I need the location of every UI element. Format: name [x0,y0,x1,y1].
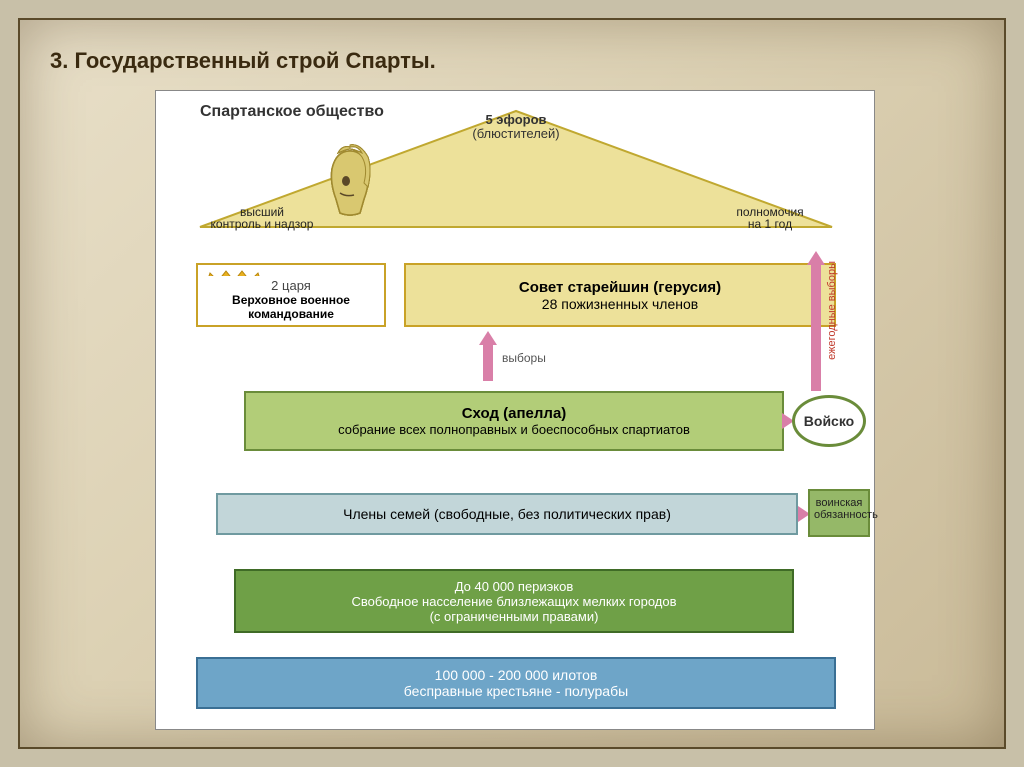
families-text: Члены семей (свободные, без политических… [224,506,790,522]
tier-kings: 2 царя Верховное военное командование [196,263,386,327]
tier-families: Члены семей (свободные, без политических… [216,493,798,535]
slide-title: 3. Государственный строй Спарты. [50,48,436,74]
annual-elections-head [807,251,825,265]
roof-right-caption: полномочия на 1 год [710,206,830,231]
gerousia-subtitle: 28 пожизненных членов [412,296,828,312]
helots-line1: 100 000 - 200 000 илотов [204,667,828,683]
annual-elections-label: ежегодные выборы [826,261,838,360]
ephor-helmet-icon [562,147,630,225]
kings-count: 2 царя [204,278,378,293]
tier-gerousia: Совет старейшин (герусия) 28 пожизненных… [404,263,836,327]
crown-icon [204,269,264,276]
elections-arrow-stem [483,343,493,381]
elections-label: выборы [502,351,546,365]
gerousia-title: Совет старейшин (герусия) [412,279,828,296]
kings-line2: командование [204,307,378,321]
perioeci-line1: До 40 000 периэков [242,579,786,594]
elections-arrow-head [479,331,497,345]
ephors-label: 5 эфоров (блюстителей) [196,113,836,142]
perioeci-line3: (с ограниченными правами) [242,609,786,624]
ephors-count: 5 эфоров [485,112,546,127]
annual-elections-stem [811,265,821,391]
ephor-helmet-icon [482,147,550,225]
ephor-helmets-row [316,143,716,225]
tier-apella: Сход (апелла) собрание всех полноправных… [244,391,784,451]
roof-left-caption: высший контроль и надзор [202,206,322,231]
tier-helots: 100 000 - 200 000 илотов бесправные крес… [196,657,836,709]
apella-title: Сход (апелла) [252,405,776,422]
kings-line1: Верховное военное [204,293,378,307]
ephor-helmet-icon [642,147,710,225]
perioeci-line2: Свободное насселение близлежащих мелких … [242,594,786,609]
diagram-container: Спартанское общество 5 эфоров (блюстител… [155,90,875,730]
military-duty-box: воинская обязанность [808,489,870,537]
tier-perioeci: До 40 000 периэков Свободное насселение … [234,569,794,633]
ephor-helmet-icon [402,147,470,225]
helots-line2: бесправные крестьяне - полурабы [204,683,828,699]
ephors-subtitle: (блюстителей) [472,126,559,141]
army-oval: Войско [792,395,866,447]
apella-subtitle: собрание всех полноправных и боеспособны… [252,422,776,437]
pediment-roof: Спартанское общество 5 эфоров (блюстител… [196,109,836,229]
